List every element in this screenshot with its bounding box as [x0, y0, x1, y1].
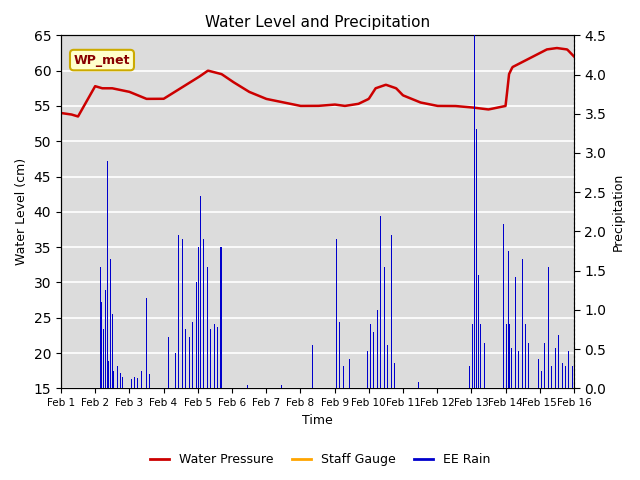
- Bar: [339, 322, 340, 388]
- Bar: [247, 385, 248, 388]
- Bar: [387, 345, 388, 388]
- Bar: [117, 366, 118, 388]
- Bar: [101, 302, 102, 388]
- Legend: Water Pressure, Staff Gauge, EE Rain: Water Pressure, Staff Gauge, EE Rain: [145, 448, 495, 471]
- Bar: [541, 371, 542, 388]
- Y-axis label: Water Level (cm): Water Level (cm): [15, 158, 28, 265]
- Bar: [112, 314, 113, 388]
- Bar: [146, 298, 147, 388]
- Bar: [418, 382, 419, 388]
- Bar: [120, 372, 122, 388]
- Bar: [572, 366, 573, 388]
- Bar: [122, 376, 123, 388]
- Title: Water Level and Precipitation: Water Level and Precipitation: [205, 15, 430, 30]
- Bar: [198, 247, 199, 388]
- Bar: [476, 130, 477, 388]
- Bar: [518, 351, 519, 388]
- Bar: [342, 366, 344, 388]
- Bar: [105, 290, 106, 388]
- Bar: [538, 359, 539, 388]
- Bar: [508, 251, 509, 388]
- Bar: [390, 235, 392, 388]
- Bar: [149, 374, 150, 388]
- Bar: [103, 329, 104, 388]
- Bar: [195, 282, 196, 388]
- Bar: [484, 343, 485, 388]
- Bar: [551, 366, 552, 388]
- Bar: [312, 345, 313, 388]
- Y-axis label: Precipitation: Precipitation: [612, 173, 625, 251]
- Bar: [509, 324, 510, 388]
- Text: WP_met: WP_met: [74, 54, 130, 67]
- Bar: [558, 335, 559, 388]
- Bar: [185, 329, 186, 388]
- Bar: [377, 310, 378, 388]
- Bar: [200, 196, 201, 388]
- Bar: [113, 371, 115, 388]
- Bar: [380, 216, 381, 388]
- Bar: [182, 240, 183, 388]
- Bar: [141, 371, 142, 388]
- Bar: [192, 322, 193, 388]
- Bar: [525, 324, 526, 388]
- Bar: [383, 267, 385, 388]
- Bar: [217, 327, 218, 388]
- Bar: [548, 267, 549, 388]
- Bar: [561, 363, 563, 388]
- Bar: [474, 36, 475, 388]
- Bar: [108, 361, 109, 388]
- Bar: [134, 376, 135, 388]
- Bar: [373, 332, 374, 388]
- Bar: [110, 259, 111, 388]
- Bar: [175, 353, 176, 388]
- Bar: [565, 366, 566, 388]
- Bar: [515, 277, 516, 388]
- Bar: [511, 348, 512, 388]
- Bar: [469, 366, 470, 388]
- Bar: [349, 359, 351, 388]
- Bar: [336, 240, 337, 388]
- Bar: [207, 267, 208, 388]
- Bar: [168, 337, 169, 388]
- Bar: [506, 324, 507, 388]
- X-axis label: Time: Time: [302, 414, 333, 427]
- Bar: [555, 348, 556, 388]
- Bar: [370, 324, 371, 388]
- Bar: [281, 385, 282, 388]
- Bar: [568, 351, 570, 388]
- Bar: [394, 363, 395, 388]
- Bar: [131, 379, 132, 388]
- Bar: [107, 161, 108, 388]
- Bar: [210, 329, 211, 388]
